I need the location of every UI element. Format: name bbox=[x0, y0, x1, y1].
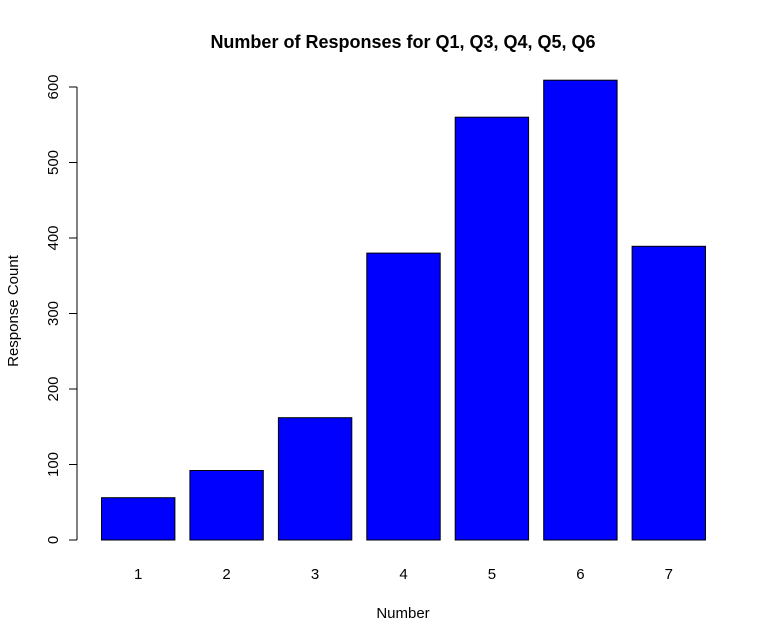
y-tick-label: 600 bbox=[45, 74, 62, 99]
x-tick-label: 6 bbox=[576, 566, 584, 583]
x-tick-label: 1 bbox=[134, 566, 142, 583]
x-tick-label: 4 bbox=[399, 566, 407, 583]
y-tick-label: 0 bbox=[45, 536, 62, 544]
bar-4 bbox=[366, 252, 441, 541]
x-axis-label: Number bbox=[376, 605, 429, 622]
y-tick-label: 200 bbox=[45, 376, 62, 401]
bar-7 bbox=[631, 245, 706, 541]
x-axis-labels: 1 2 3 4 5 6 7 bbox=[134, 566, 673, 583]
bar-3 bbox=[277, 417, 353, 541]
x-tick-label: 7 bbox=[665, 566, 673, 583]
y-axis-label: Response Count bbox=[5, 254, 22, 367]
bar-5 bbox=[454, 116, 530, 541]
bar-2 bbox=[189, 470, 264, 541]
y-tick-label: 100 bbox=[45, 452, 62, 477]
x-tick-label: 2 bbox=[222, 566, 230, 583]
x-tick-label: 5 bbox=[488, 566, 496, 583]
y-tick-label: 400 bbox=[45, 225, 62, 250]
y-tick-label: 500 bbox=[45, 150, 62, 175]
bar-6 bbox=[543, 79, 618, 541]
y-tick-label: 300 bbox=[45, 301, 62, 326]
bar-1 bbox=[101, 497, 176, 541]
bars-group bbox=[101, 79, 706, 541]
chart-title: Number of Responses for Q1, Q3, Q4, Q5, … bbox=[210, 32, 595, 52]
y-axis-ticks: 0 100 200 300 400 500 600 bbox=[45, 74, 77, 544]
x-tick-label: 3 bbox=[311, 566, 319, 583]
